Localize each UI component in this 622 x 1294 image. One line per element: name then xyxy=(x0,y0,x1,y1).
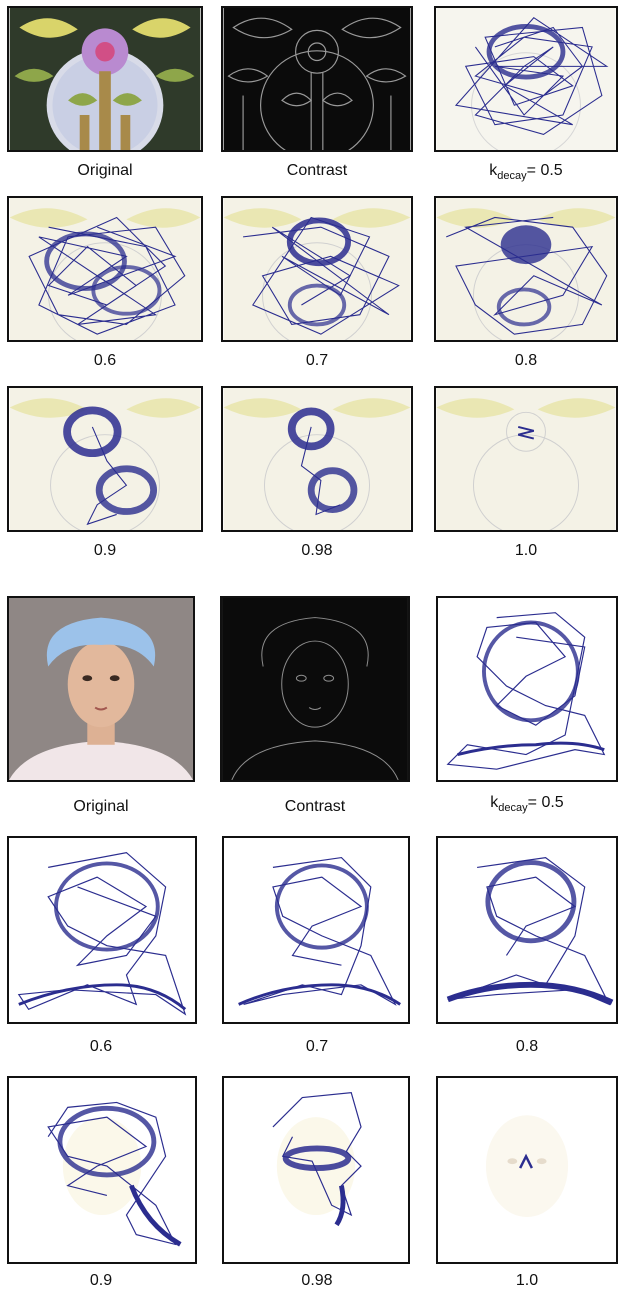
stained-glass-photo xyxy=(9,8,201,150)
label-b-contrast: Contrast xyxy=(284,798,346,815)
panel-b-original xyxy=(7,596,195,782)
label-a-10: 1.0 xyxy=(514,542,538,559)
label-a-09: 0.9 xyxy=(93,542,117,559)
scanpath-a-06 xyxy=(9,198,201,340)
label-a-original: Original xyxy=(77,162,133,179)
label-b-098: 0.98 xyxy=(301,1272,333,1289)
panel-b-10 xyxy=(436,1076,618,1264)
scanpath-b-08 xyxy=(438,838,616,1022)
label-b-08: 0.8 xyxy=(515,1038,539,1055)
label-a-contrast: Contrast xyxy=(286,162,348,179)
panel-a-098 xyxy=(221,386,413,532)
panel-a-original xyxy=(7,6,203,152)
label-b-09: 0.9 xyxy=(89,1272,113,1289)
label-b-10: 1.0 xyxy=(515,1272,539,1289)
panel-a-09 xyxy=(7,386,203,532)
panel-b-08 xyxy=(436,836,618,1024)
face-photo xyxy=(9,598,193,780)
scanpath-b-098 xyxy=(224,1078,408,1262)
scanpath-a-07 xyxy=(223,198,411,340)
label-a-08: 0.8 xyxy=(514,352,538,369)
scanpath-a-08 xyxy=(436,198,616,340)
label-b-original: Original xyxy=(73,798,129,815)
scanpath-a-09 xyxy=(9,388,201,530)
panel-a-05 xyxy=(434,6,618,152)
label-a-098: 0.98 xyxy=(301,542,333,559)
panel-a-10 xyxy=(434,386,618,532)
panel-b-contrast xyxy=(220,596,410,782)
panel-b-09 xyxy=(7,1076,197,1264)
panel-a-07 xyxy=(221,196,413,342)
panel-b-06 xyxy=(7,836,197,1024)
label-a-06: 0.6 xyxy=(93,352,117,369)
panel-a-06 xyxy=(7,196,203,342)
label-b-06: 0.6 xyxy=(89,1038,113,1055)
scanpath-a-098 xyxy=(223,388,411,530)
scanpath-b-06 xyxy=(9,838,195,1022)
scanpath-b-07 xyxy=(224,838,408,1022)
panel-b-098 xyxy=(222,1076,410,1264)
label-a-05: kdecay= 0.5 xyxy=(489,162,563,182)
label-b-05: kdecay= 0.5 xyxy=(490,794,564,814)
panel-a-08 xyxy=(434,196,618,342)
scanpath-a-05 xyxy=(436,8,616,150)
scanpath xyxy=(454,17,609,136)
contrast-map-b xyxy=(222,598,408,780)
label-b-07: 0.7 xyxy=(305,1038,329,1055)
scanpath-b-10 xyxy=(438,1078,616,1262)
panel-b-05 xyxy=(436,596,618,782)
contrast-map-a xyxy=(223,8,411,150)
scanpath-a-10 xyxy=(436,388,616,530)
panel-a-contrast xyxy=(221,6,413,152)
scanpath-b-09 xyxy=(9,1078,195,1262)
scanpath-b-05 xyxy=(438,598,616,780)
label-a-07: 0.7 xyxy=(305,352,329,369)
panel-b-07 xyxy=(222,836,410,1024)
